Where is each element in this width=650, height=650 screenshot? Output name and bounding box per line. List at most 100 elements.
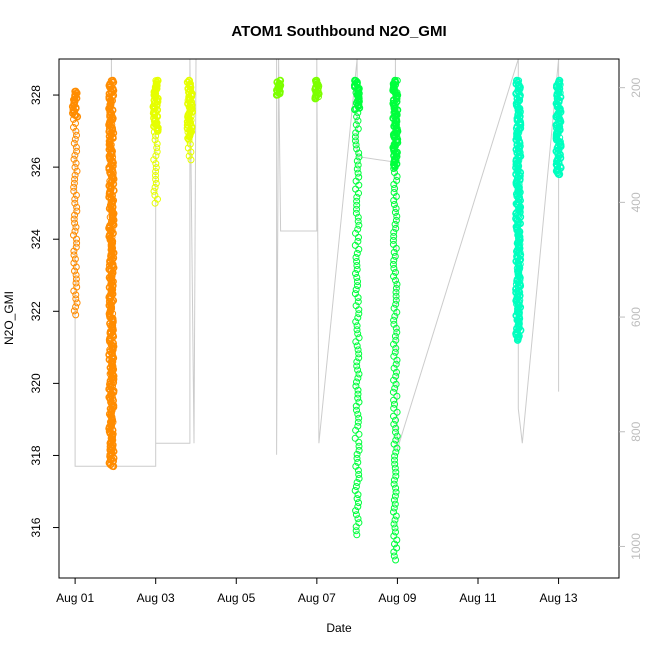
data-point [354,314,362,322]
data-point [355,233,362,241]
data-point [354,346,362,354]
data-point [184,144,192,152]
data-point [73,131,80,139]
data-point [354,213,362,221]
data-point [392,436,400,444]
data-point [352,286,360,294]
data-point [355,475,363,482]
data-point [70,139,78,147]
data-point [71,163,79,171]
data-point [70,123,77,131]
data-point [391,400,398,408]
series-2-segment-1 [311,76,323,103]
data-point [354,410,362,418]
data-point [70,155,78,163]
data-point [353,201,361,209]
data-point [72,94,81,102]
data-point [71,87,80,96]
data-point [392,224,400,232]
data-point [352,270,359,277]
data-point [390,201,398,208]
data-point [354,418,362,426]
data-point [70,183,78,191]
data-point [390,352,398,360]
data-point [354,458,362,466]
data-point [73,203,81,211]
data-point [390,520,398,528]
data-point [554,149,562,157]
data-point [390,248,398,256]
y-tick-label: 326 [29,157,43,177]
data-point [390,504,398,512]
data-point [391,500,399,508]
data-point [392,268,399,276]
data-point [393,408,401,416]
data-point [354,330,362,338]
data-point [392,296,400,304]
data-point [391,460,399,468]
data-point [353,342,361,350]
data-point [391,348,399,356]
data-point [392,193,400,200]
data-point [354,515,362,523]
data-point [392,284,400,292]
data-point [390,496,398,504]
data-point [390,532,398,540]
data-point [390,340,397,348]
data-point [354,394,362,402]
data-point [183,78,192,87]
data-point [353,378,360,386]
series-0-segment-1 [105,76,118,471]
data-point [355,370,363,378]
data-point [71,227,79,235]
data-point [150,156,158,164]
data-point [154,76,162,85]
data-point [351,76,359,85]
data-point [108,76,117,85]
right-tick-label: 800 [629,421,643,441]
data-point [354,125,362,133]
data-point [353,362,361,370]
data-point [73,299,81,307]
data-point [352,527,360,535]
data-point [390,232,398,240]
series-2-segment-0 [272,76,285,99]
data-point [354,374,362,382]
points-layer [68,76,565,564]
data-point [392,336,400,344]
data-point [351,133,359,141]
data-point [153,148,161,156]
data-point [390,376,398,384]
data-point [354,169,362,177]
data-point [72,291,80,299]
data-point [390,404,398,412]
data-point [351,290,359,298]
pressure-trace-line [74,58,560,467]
x-tick-label: Aug 05 [217,591,255,605]
data-point [72,303,80,311]
data-point [353,358,361,366]
data-point [352,185,360,193]
data-point [392,416,399,424]
data-point [276,76,285,85]
data-point [72,223,80,231]
data-point [391,464,399,472]
y-tick-label: 324 [29,229,43,249]
data-point [352,254,360,261]
data-point [151,183,159,191]
data-point [355,245,363,253]
data-point [352,483,360,490]
series-4-segment-0 [512,76,525,344]
data-point [555,119,563,128]
data-point [391,220,399,228]
data-point [352,338,360,346]
data-point [391,516,399,524]
data-point [353,326,361,334]
data-point [72,311,80,319]
data-point [393,328,401,336]
x-axis-label: Date [326,621,352,635]
data-point [392,344,400,352]
data-point [352,426,360,434]
data-point [389,240,397,248]
